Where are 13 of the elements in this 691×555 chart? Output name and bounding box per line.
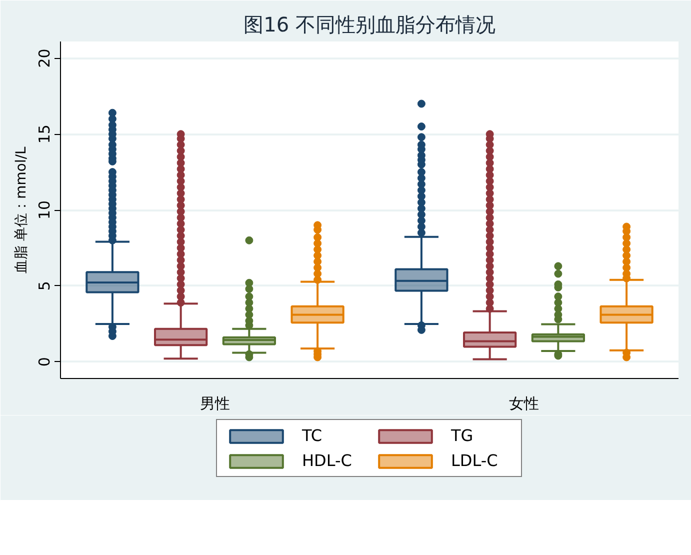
legend-label: HDL-C bbox=[302, 451, 353, 470]
y-tick-label: 10 bbox=[36, 200, 54, 220]
legend-label: TC bbox=[302, 426, 324, 445]
legend-label: TG bbox=[451, 426, 474, 445]
y-axis-title: 血脂 单位：mmol/L bbox=[14, 146, 30, 274]
y-tick-label: 15 bbox=[36, 124, 54, 144]
x-tick-label: 男性 bbox=[200, 394, 230, 412]
y-tick-label: 5 bbox=[36, 281, 54, 291]
legend-label: LDL-C bbox=[451, 451, 499, 470]
y-tick-label: 20 bbox=[36, 48, 54, 68]
x-tick-label: 女性 bbox=[509, 394, 539, 412]
chart-title: 图16 不同性别血脂分布情况 bbox=[244, 12, 496, 36]
y-tick-label: 0 bbox=[36, 357, 54, 367]
